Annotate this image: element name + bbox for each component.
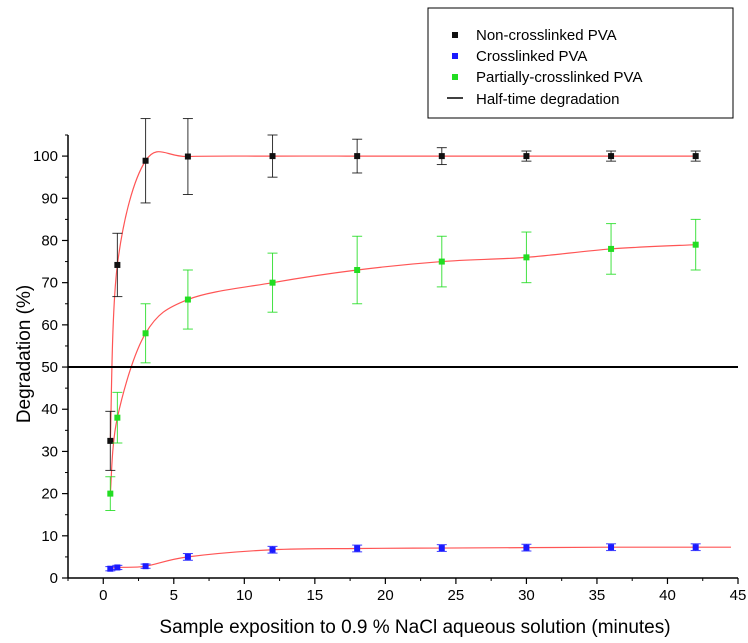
data-point-non-crosslinked — [608, 153, 615, 160]
data-point-partially-crosslinked — [142, 330, 149, 337]
y-tick-label: 40 — [41, 401, 58, 418]
data-point-crosslinked — [142, 563, 149, 570]
data-point-non-crosslinked — [107, 437, 114, 444]
fit-curve-crosslinked — [110, 546, 731, 570]
data-points — [105, 118, 701, 572]
data-point-crosslinked — [692, 544, 699, 551]
y-tick-label: 60 — [41, 317, 58, 334]
data-point-non-crosslinked — [354, 153, 361, 160]
x-tick-label: 25 — [448, 587, 465, 604]
y-tick-label: 0 — [50, 570, 58, 587]
data-point-partially-crosslinked — [608, 245, 615, 252]
data-point-non-crosslinked — [184, 153, 191, 160]
data-point-crosslinked — [184, 553, 191, 560]
legend-label-partially-crosslinked: Partially-crosslinked PVA — [476, 69, 642, 86]
data-point-partially-crosslinked — [692, 241, 699, 248]
data-point-non-crosslinked — [269, 153, 276, 160]
data-point-partially-crosslinked — [184, 296, 191, 303]
fit-curves — [109, 151, 731, 570]
data-point-crosslinked — [269, 546, 276, 553]
y-tick-label: 70 — [41, 275, 58, 292]
axes — [67, 135, 738, 579]
data-point-crosslinked — [438, 545, 445, 552]
legend-label-half-time: Half-time degradation — [476, 91, 619, 108]
fit-curve-non-crosslinked — [109, 151, 696, 441]
data-point-crosslinked — [523, 544, 530, 551]
legend: Non-crosslinked PVA Crosslinked PVA Part… — [427, 7, 734, 119]
data-point-partially-crosslinked — [523, 254, 530, 261]
y-axis-title: Degradation (%) — [14, 285, 35, 423]
fit-curve-partially-crosslinked — [109, 244, 696, 494]
x-tick-label: 30 — [518, 587, 535, 604]
y-tick-label: 100 — [33, 148, 58, 165]
x-tick-label: 20 — [377, 587, 394, 604]
legend-box — [427, 7, 734, 119]
x-tick-label: 10 — [236, 587, 253, 604]
legend-marker-non-crosslinked — [452, 32, 458, 38]
legend-marker-crosslinked — [452, 53, 458, 59]
data-point-crosslinked — [107, 565, 114, 572]
data-point-crosslinked — [354, 545, 361, 552]
data-point-crosslinked — [114, 564, 121, 571]
legend-label-non-crosslinked: Non-crosslinked PVA — [476, 27, 617, 44]
x-tick-label: 5 — [170, 587, 178, 604]
data-point-non-crosslinked — [523, 153, 530, 160]
x-tick-label: 35 — [589, 587, 606, 604]
ticks: 0 5 10 15 20 25 30 35 40 45 0 10 20 30 40 50 60 70 80 90 100 — [33, 134, 747, 604]
x-tick-label: 0 — [99, 587, 107, 604]
y-tick-label: 10 — [41, 528, 58, 545]
data-point-partially-crosslinked — [438, 258, 445, 265]
x-tick-label: 40 — [659, 587, 676, 604]
y-tick-label: 20 — [41, 486, 58, 503]
y-tick-label: 80 — [41, 232, 58, 249]
data-point-partially-crosslinked — [354, 267, 361, 274]
legend-label-crosslinked: Crosslinked PVA — [476, 48, 587, 65]
x-tick-label: 15 — [306, 587, 323, 604]
data-point-partially-crosslinked — [114, 414, 121, 421]
y-tick-label: 30 — [41, 443, 58, 460]
data-point-partially-crosslinked — [107, 490, 114, 497]
data-point-non-crosslinked — [438, 153, 445, 160]
y-tick-label: 50 — [41, 359, 58, 376]
data-point-non-crosslinked — [142, 157, 149, 164]
data-point-partially-crosslinked — [269, 279, 276, 286]
data-point-non-crosslinked — [692, 153, 699, 160]
y-tick-label: 90 — [41, 190, 58, 207]
legend-marker-partially-crosslinked — [452, 74, 458, 80]
data-point-crosslinked — [608, 544, 615, 551]
x-axis-title: Sample exposition to 0.9 % NaCl aqueous … — [159, 617, 670, 638]
x-tick-label: 45 — [730, 587, 747, 604]
data-point-non-crosslinked — [114, 261, 121, 268]
